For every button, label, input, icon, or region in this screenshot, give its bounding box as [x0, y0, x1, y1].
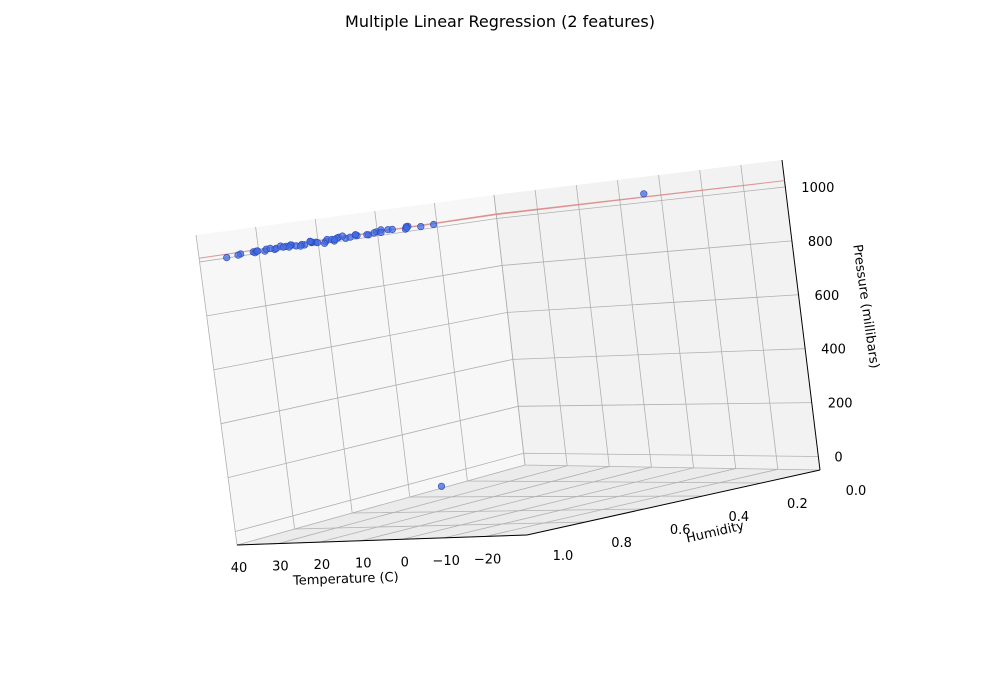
grid-line-pressure — [220, 348, 806, 425]
x-tick-label: −20 — [474, 552, 501, 567]
y-axis-line — [526, 469, 821, 536]
data-point — [306, 237, 314, 245]
data-point — [266, 244, 274, 252]
x-axis-line — [236, 534, 528, 546]
x-tick-label: −10 — [432, 554, 459, 569]
y-tick-label: 1.0 — [553, 549, 574, 564]
grid-line-pressure — [227, 402, 812, 478]
grid-line-pressure — [213, 294, 799, 371]
data-point — [417, 223, 425, 231]
y-tick-label: 0.2 — [787, 497, 808, 512]
z-tick-label: 200 — [828, 397, 853, 412]
x-tick-label: 0 — [401, 555, 409, 570]
data-point — [437, 482, 446, 490]
z-axis-line — [781, 159, 821, 471]
y-tick-label: 0.0 — [846, 484, 867, 499]
y-tick-label: 0.8 — [611, 536, 632, 551]
back-pane-humidity — [494, 160, 820, 470]
z-axis-label: Pressure (millibars) — [849, 243, 881, 369]
data-point — [321, 239, 329, 247]
grid-line-humidity — [314, 218, 645, 514]
grid-line-humidity — [493, 194, 821, 471]
data-point — [297, 242, 305, 250]
x-tick-label: 30 — [272, 560, 289, 575]
data-point — [430, 220, 438, 229]
side-pane-temperature — [196, 195, 525, 545]
z-tick-label: 400 — [821, 343, 846, 358]
data-point — [403, 224, 411, 232]
grid-line-humidity — [434, 202, 762, 484]
floor-pane — [237, 465, 820, 545]
x-tick-label: 40 — [231, 561, 248, 576]
z-tick-label: 600 — [815, 289, 840, 304]
data-point — [351, 231, 360, 239]
x-tick-label: 20 — [314, 558, 331, 573]
data-point — [363, 231, 371, 239]
y-tick-label: 0.6 — [670, 523, 691, 538]
data-point — [338, 232, 347, 240]
grid-line-humidity — [255, 226, 586, 530]
data-point — [279, 243, 288, 251]
grid-line-pressure — [206, 240, 792, 317]
data-point — [223, 254, 231, 262]
data-point — [640, 190, 648, 198]
x-axis-label: Temperature (C) — [292, 570, 399, 589]
data-point — [377, 228, 385, 236]
data-point — [234, 251, 242, 259]
z-tick-label: 1000 — [801, 181, 834, 196]
grid-line-humidity — [374, 210, 703, 498]
chart-title: Multiple Linear Regression (2 features) — [345, 12, 655, 31]
data-point — [330, 236, 339, 244]
z-tick-label: 0 — [834, 451, 842, 466]
data-point — [388, 225, 396, 233]
y-tick-label: 0.4 — [728, 510, 749, 525]
z-tick-label: 800 — [808, 235, 833, 250]
regression-plane — [198, 180, 785, 259]
data-point — [254, 247, 262, 255]
grid-line-pressure — [235, 452, 819, 532]
x-tick-label: 10 — [355, 557, 372, 572]
y-axis-label: Humidity — [685, 519, 746, 547]
